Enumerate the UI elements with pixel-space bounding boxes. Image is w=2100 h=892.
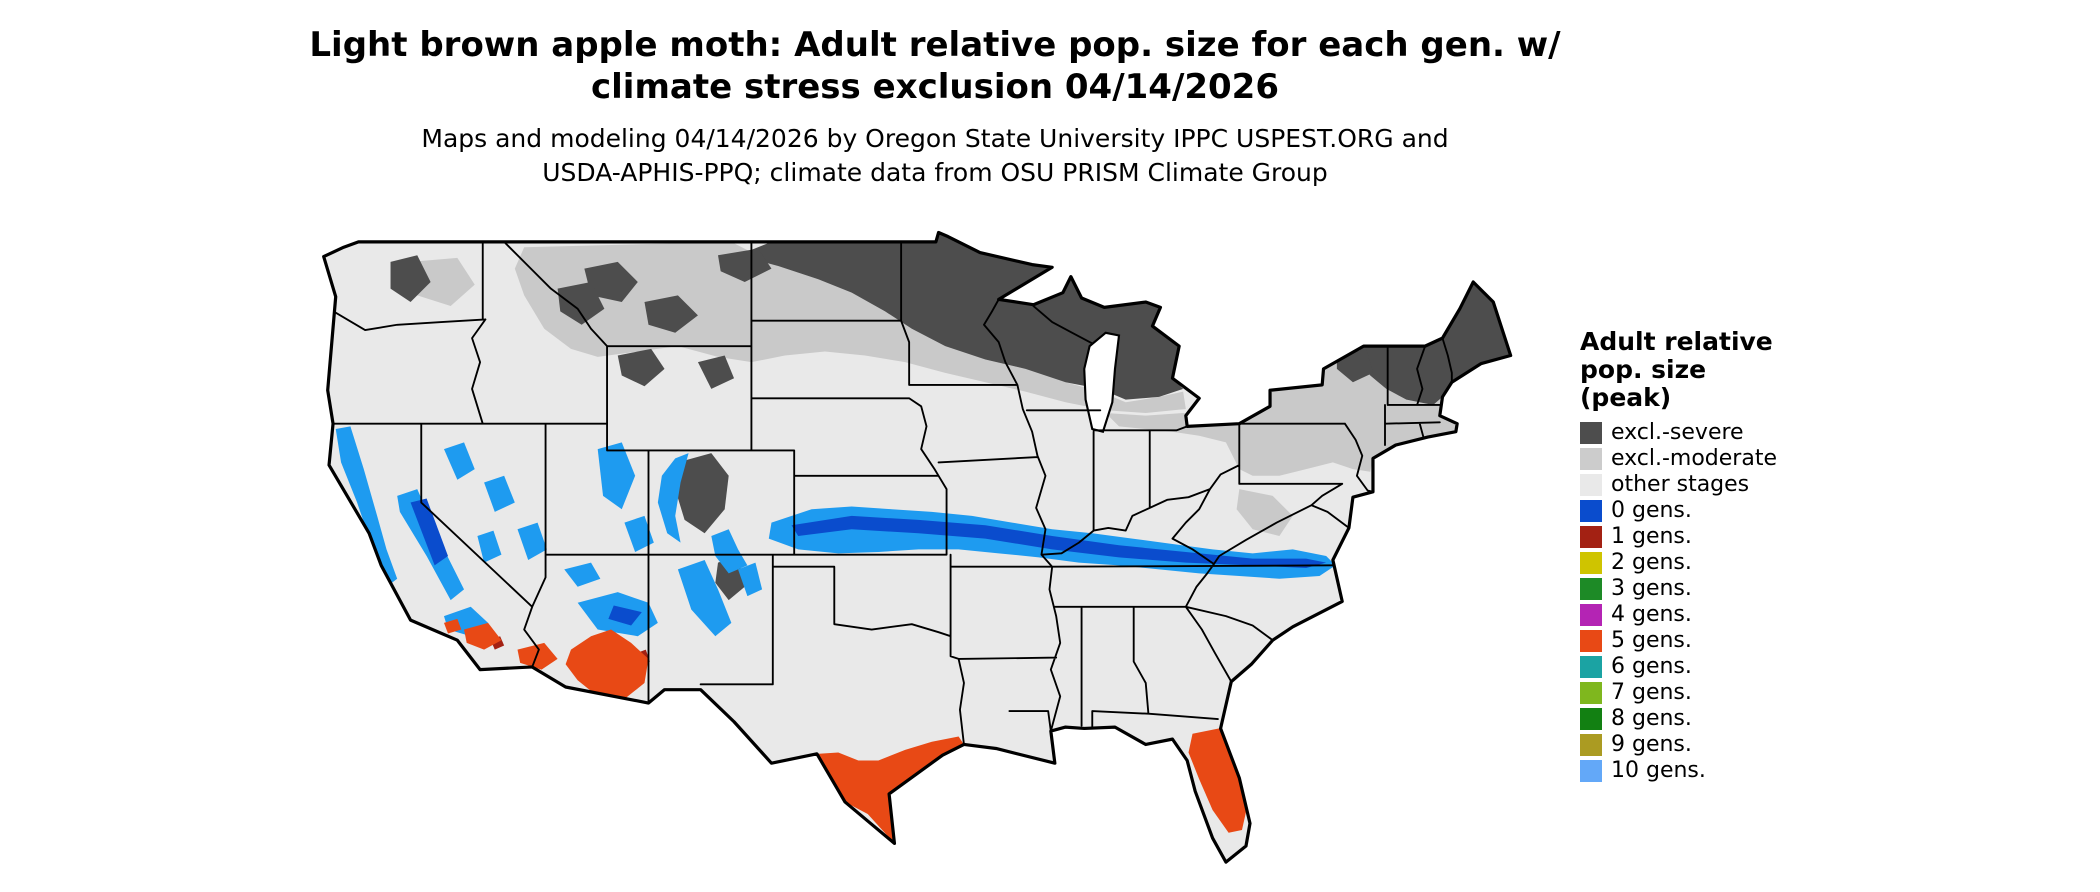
region-excl-moderate [410, 241, 1458, 536]
legend-swatch [1580, 734, 1602, 756]
legend-item: other stages [1580, 472, 1880, 498]
legend-item-label: 2 gens. [1611, 550, 1692, 575]
legend-item-label: 4 gens. [1611, 602, 1692, 627]
us-map-stage [317, 228, 1520, 884]
region-zero-gens-core [410, 498, 1327, 626]
legend-swatch [1580, 474, 1602, 496]
legend-items: excl.-severe excl.-moderate other stages 0 … [1580, 420, 1880, 784]
subtitle-line-2: USDA-APHIS-PPQ; climate data from OSU PR… [542, 158, 1328, 187]
legend-swatch [1580, 422, 1602, 444]
legend-swatch [1580, 604, 1602, 626]
title-line-1: Light brown apple moth: Adult relative p… [309, 25, 1561, 65]
page-subtitle: Maps and modeling 04/14/2026 by Oregon S… [0, 122, 1870, 190]
legend-title-line-1: Adult relative [1580, 327, 1773, 356]
legend-title-line-2: pop. size [1580, 355, 1707, 384]
legend-item-label: 7 gens. [1611, 680, 1692, 705]
page-title: Light brown apple moth: Adult relative p… [0, 24, 1870, 108]
legend-item: 7 gens. [1580, 680, 1880, 706]
legend-item-label: 0 gens. [1611, 498, 1692, 523]
legend-item: 1 gens. [1580, 524, 1880, 550]
legend-item: 10 gens. [1580, 758, 1880, 784]
legend-swatch [1580, 656, 1602, 678]
lake-michigan [1083, 331, 1121, 433]
legend-item: excl.-moderate [1580, 446, 1880, 472]
legend-title-line-3: (peak) [1580, 383, 1672, 412]
legend-item: 8 gens. [1580, 706, 1880, 732]
legend-item: 5 gens. [1580, 628, 1880, 654]
legend-item: excl.-severe [1580, 420, 1880, 446]
legend-item-label: excl.-moderate [1611, 446, 1777, 471]
legend-title: Adult relative pop. size (peak) [1580, 328, 1880, 412]
us-map [322, 230, 1513, 864]
legend-swatch [1580, 760, 1602, 782]
legend-swatch [1580, 552, 1602, 574]
legend-item-label: 9 gens. [1611, 732, 1692, 757]
legend-swatch [1580, 526, 1602, 548]
legend: Adult relative pop. size (peak) excl.-se… [1580, 328, 1880, 784]
legend-swatch [1580, 578, 1602, 600]
legend-item-label: excl.-severe [1611, 420, 1744, 445]
legend-item: 3 gens. [1580, 576, 1880, 602]
legend-swatch [1580, 500, 1602, 522]
legend-swatch [1580, 708, 1602, 730]
legend-item: 9 gens. [1580, 732, 1880, 758]
legend-swatch [1580, 682, 1602, 704]
region-excl-severe [390, 232, 1511, 601]
legend-item: 6 gens. [1580, 654, 1880, 680]
legend-item-label: 8 gens. [1611, 706, 1692, 731]
legend-item-label: 6 gens. [1611, 654, 1692, 679]
legend-item: 4 gens. [1580, 602, 1880, 628]
legend-swatch [1580, 630, 1602, 652]
legend-item-label: other stages [1611, 472, 1750, 497]
state-borders [332, 240, 1453, 746]
legend-item-label: 1 gens. [1611, 524, 1692, 549]
legend-item-label: 5 gens. [1611, 628, 1692, 653]
legend-item-label: 3 gens. [1611, 576, 1692, 601]
subtitle-line-1: Maps and modeling 04/14/2026 by Oregon S… [421, 124, 1449, 153]
title-line-2: climate stress exclusion 04/14/2026 [590, 67, 1279, 107]
legend-swatch [1580, 448, 1602, 470]
legend-item: 2 gens. [1580, 550, 1880, 576]
legend-item-label: 10 gens. [1611, 758, 1706, 783]
legend-item: 0 gens. [1580, 498, 1880, 524]
